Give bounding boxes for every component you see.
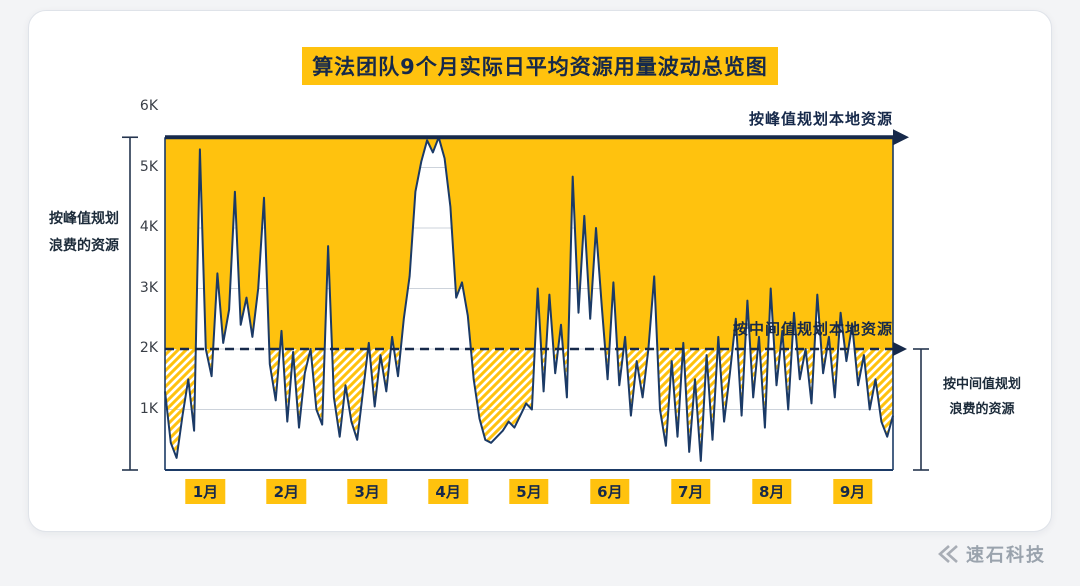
median-plan-arrow-icon bbox=[893, 342, 907, 356]
chart-title: 算法团队9个月实际日平均资源用量波动总览图 bbox=[302, 47, 778, 85]
title-row: 算法团队9个月实际日平均资源用量波动总览图 bbox=[29, 47, 1051, 85]
median-waste-area bbox=[165, 349, 893, 461]
peak-plan-arrow-icon bbox=[893, 129, 909, 146]
peak-waste-area bbox=[165, 137, 893, 349]
usage-line bbox=[164, 136, 894, 462]
